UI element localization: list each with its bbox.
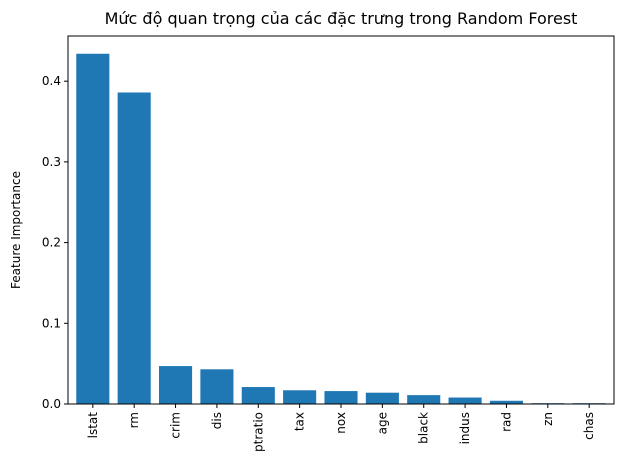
bar-lstat [76,53,110,404]
x-tick-label: indus [458,412,472,444]
y-tick-label: 0.3 [42,155,61,169]
bar-rad [489,400,523,404]
x-tick-label: age [375,412,389,434]
x-tick-label: ptratio [251,412,265,452]
y-axis-label: Feature Importance [9,171,23,289]
bar-rm [117,92,151,405]
y-tick-label: 0.2 [42,236,61,250]
x-tick-label: nox [334,412,348,434]
x-tick-label: black [417,412,431,444]
x-tick-label: dis [210,412,224,429]
bar-black [407,395,441,404]
bar-age [365,392,399,404]
bar-nox [324,391,358,404]
bars-group [76,53,606,405]
y-tick-label: 0.0 [42,397,61,411]
bar-ptratio [241,387,275,404]
x-tick-label: crim [169,412,183,439]
x-ticks-group: lstat rm crim dis ptratio tax nox age black indus… [86,404,596,452]
chart-title: Mức độ quan trọng của các đặc trưng tron… [105,9,578,28]
bar-dis [200,369,234,404]
x-tick-label: zn [541,412,555,426]
bar-crim [159,366,193,404]
bar-indus [448,397,482,404]
bar-tax [283,390,317,404]
x-tick-label: lstat [86,412,100,439]
y-tick-label: 0.1 [42,316,61,330]
x-tick-label: rad [499,412,513,432]
y-tick-label: 0.4 [42,74,61,88]
y-ticks-group: 0.0 0.1 0.2 0.3 0.4 [42,74,68,411]
x-tick-label: rm [127,412,141,428]
plot-frame [67,35,615,405]
x-tick-label: chas [582,412,596,440]
x-tick-label: tax [293,412,307,431]
